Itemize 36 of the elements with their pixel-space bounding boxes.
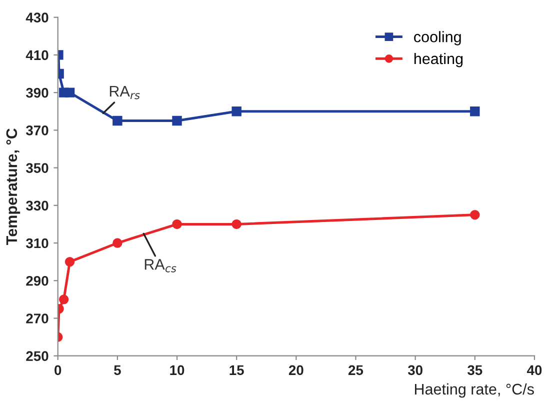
y-tick-label: 370 [26,126,48,136]
x-tick-label: 35 [467,365,482,376]
point [172,116,182,126]
point [232,219,242,230]
y-tick-label: 410 [26,50,48,60]
x-axis-title: Haeting rate, °C/s [414,383,534,398]
annotation: RA$_{rs}$ [110,86,140,100]
x-tick-label: 25 [348,365,364,376]
y-tick-label: 330 [26,200,48,211]
point [172,219,182,230]
point [112,238,122,248]
point [64,256,75,267]
point [58,294,69,304]
point [470,210,480,220]
y-tick-label: 250 [26,351,48,362]
x-tick-label: 40 [526,365,542,376]
y-tick-label: 270 [26,314,48,324]
x-tick-label: 30 [408,365,422,376]
legend-label: heating [414,52,463,68]
x-tick-label: 0 [54,365,62,376]
y-tick-label: 390 [26,88,48,98]
y-tick-label: 350 [26,163,48,173]
point [112,116,122,126]
annotation: RA$_{cs}$ [144,259,176,272]
point [64,88,75,98]
y-tick-label: 290 [26,276,48,286]
x-tick-label: 15 [230,365,244,376]
point [232,106,242,116]
x-tick-label: 10 [170,365,184,376]
y-tick-label: 430 [26,12,48,23]
y-axis-title: Temperature, °C [6,128,20,245]
y-tick-label: 310 [26,238,48,248]
x-tick-label: 20 [288,365,304,376]
point [470,106,480,116]
x-tick-label: 5 [114,365,121,376]
legend-label: cooling [414,31,461,46]
